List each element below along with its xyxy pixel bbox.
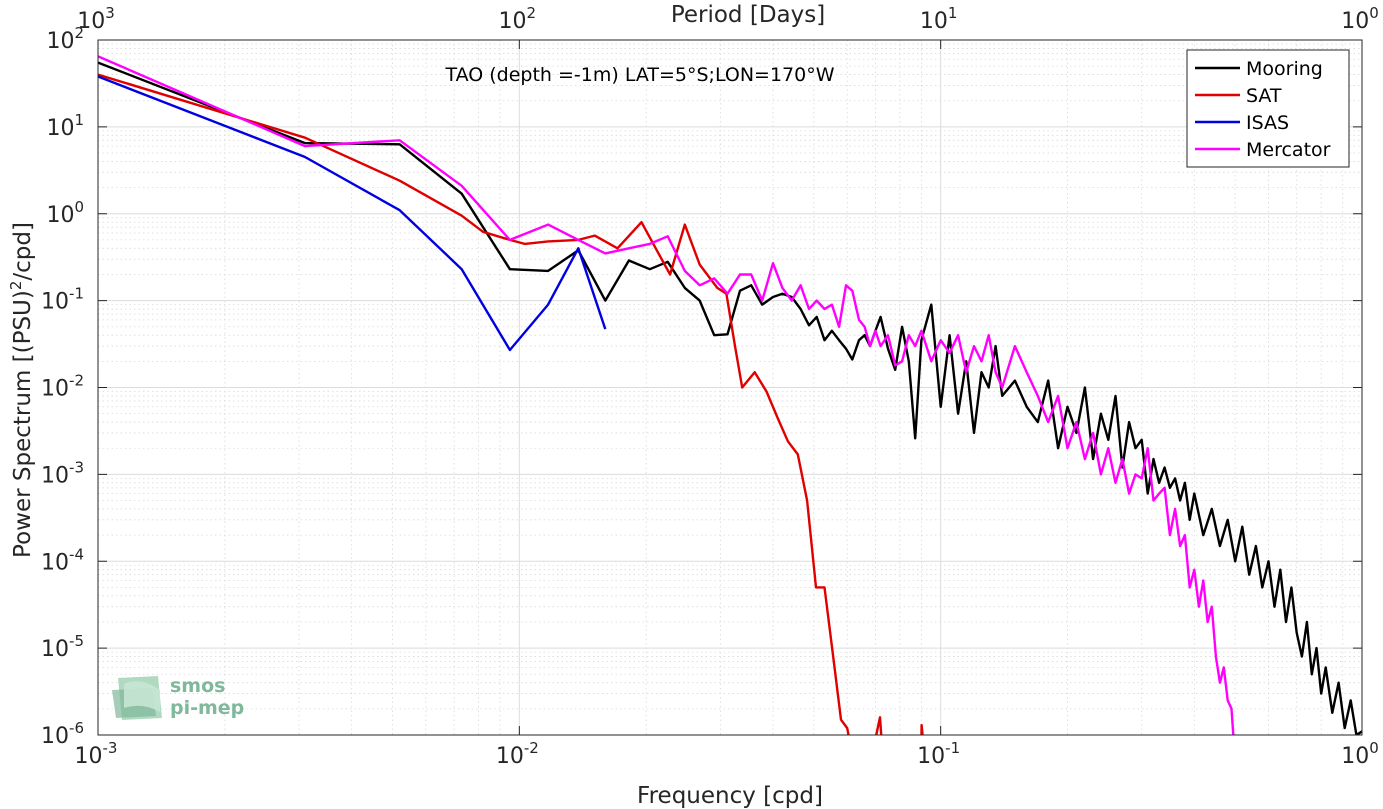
legend-label-isas: ISAS [1246,112,1289,134]
y-tick-label: 10-1 [41,285,84,315]
top-tick-label: 100 [1341,4,1379,34]
x-tick-label: 10-3 [75,739,118,769]
y-tick-label: 10-6 [41,719,84,749]
y-axis-title-sup: 2 [7,281,25,291]
legend-box [1186,49,1350,168]
series-line-mercator [98,55,1235,735]
y-tick-label: 100 [46,198,84,228]
series-line-sat [98,73,924,735]
legend-label-sat: SAT [1246,85,1282,107]
x-axis-title: Frequency [cpd] [637,783,823,809]
logo-text-line1: smos [170,675,225,697]
x-tick-labels: 10-3 10-2 10-1 100 [75,739,1379,769]
top-tick-labels: 103 102 101 100 [77,4,1379,34]
x-tick-label: 10-1 [917,739,960,769]
y-tick-label: 10-3 [41,458,84,488]
logo-text-line2: pi-mep [170,697,244,719]
chart-title: TAO (depth =-1m) LAT=5°S;LON=170°W [444,64,834,86]
legend-label-mooring: Mooring [1246,58,1323,80]
top-tick-label: 101 [920,4,958,34]
y-tick-labels: 10-6 10-5 10-4 10-3 10-2 10-1 100 101 102 [41,24,84,749]
legend: Mooring SAT ISAS Mercator [1186,49,1350,168]
logo-mark-icon [112,676,162,720]
smos-pi-mep-logo: smos pi-mep [112,675,244,720]
top-axis-title: Period [Days] [671,2,825,28]
y-tick-label: 102 [46,24,84,54]
y-axis-title-main: Power Spectrum [(PSU) [10,290,36,558]
series-line-isas [98,75,607,352]
y-tick-label: 101 [46,111,84,141]
series-layer [98,55,1362,735]
y-tick-label: 10-5 [41,632,84,662]
legend-label-mercator: Mercator [1246,139,1331,161]
tick-marks [97,39,1363,736]
x-tick-label: 100 [1341,739,1379,769]
series-line-mooring [98,61,1362,735]
x-tick-label: 10-2 [496,739,539,769]
top-tick-label: 103 [77,4,115,34]
y-axis-title-suffix: /cpd] [10,222,36,281]
top-tick-label: 102 [499,4,537,34]
y-tick-label: 10-2 [41,372,84,402]
y-axis-title: Power Spectrum [(PSU)2/cpd] [7,222,36,558]
y-tick-label: 10-4 [41,545,84,575]
